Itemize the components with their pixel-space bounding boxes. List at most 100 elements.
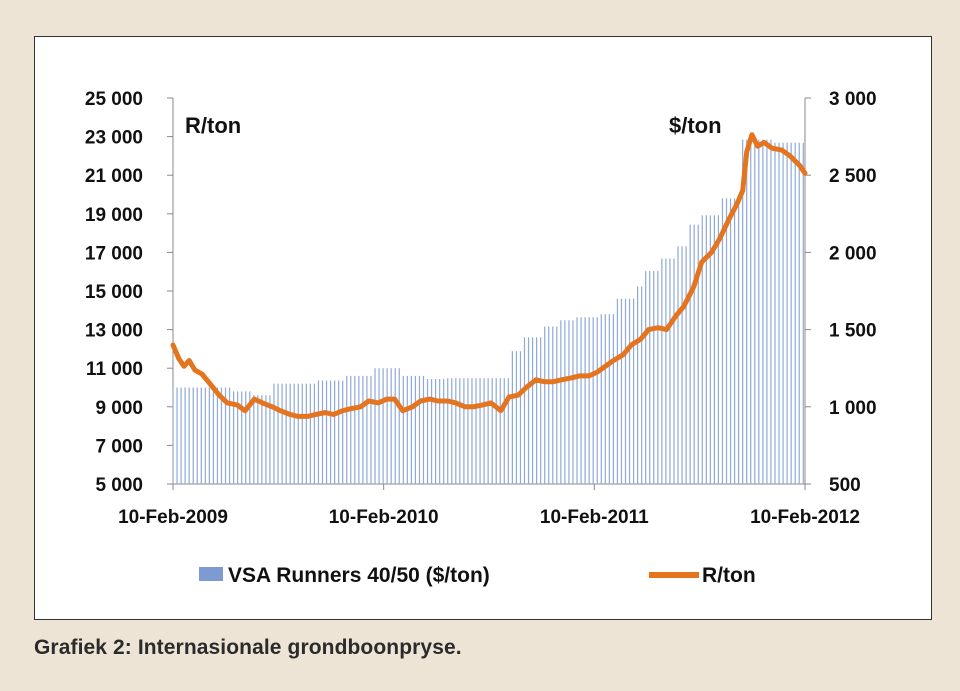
left-tick-label-1: 7 000: [95, 436, 143, 457]
bar-mark-21: [257, 395, 259, 484]
legend: VSA Runners 40/50 ($/ton) R/ton: [199, 564, 756, 587]
bar-mark-137: [725, 198, 728, 485]
bar-mark-152: [786, 142, 788, 484]
bar-mark-16: [237, 391, 239, 484]
bar-mark-130: [697, 224, 699, 485]
legend-line-label: R/ton: [702, 564, 756, 587]
bar-mark-135: [717, 215, 720, 484]
bar-mark-74: [471, 378, 473, 484]
left-tick-label-0: 5 000: [95, 475, 143, 496]
left-tick-label-9: 23 000: [85, 128, 143, 149]
bar-mark-126: [681, 246, 683, 484]
bar-mark-132: [705, 215, 707, 484]
bar-mark-143: [750, 139, 752, 484]
bar-mark-37: [321, 380, 324, 484]
bar-mark-119: [653, 270, 655, 484]
line-series: [170, 132, 808, 419]
bar-mark-63: [426, 379, 429, 484]
bar-mark-7: [200, 387, 202, 484]
bar-mark-106: [600, 314, 602, 484]
bar-mark-32: [301, 383, 303, 484]
bar-mark-39: [329, 380, 332, 484]
chart-svg: 5 000 7 000 9 000 11 000 13 000 15 000 17 000 1…: [85, 89, 877, 587]
bar-mark-96: [560, 320, 562, 484]
bar-mark-88: [527, 337, 530, 484]
bar-mark-41: [338, 380, 340, 484]
bar-mark-12: [220, 387, 223, 484]
bar-mark-71: [459, 378, 461, 484]
left-tick-label-3: 11 000: [86, 359, 143, 380]
bar-mark-120: [657, 270, 659, 484]
bar-mark-128: [689, 224, 691, 485]
left-tick-label-10: 25 000: [85, 89, 143, 110]
bar-mark-105: [596, 317, 598, 484]
bar-mark-46: [358, 375, 360, 484]
bar-mark-101: [580, 317, 582, 484]
bar-mark-54: [390, 368, 392, 484]
bar-mark-14: [228, 387, 231, 484]
x-tick-label-1: 10-Feb-2010: [329, 507, 439, 528]
bar-mark-30: [293, 383, 295, 484]
bar-mark-26: [277, 383, 279, 484]
x-tick-label-2: 10-Feb-2011: [540, 507, 649, 528]
bar-mark-55: [394, 368, 396, 484]
bar-mark-70: [455, 378, 457, 484]
bar-mark-29: [289, 383, 291, 484]
bar-mark-144: [754, 139, 756, 484]
bar-mark-61: [418, 375, 421, 484]
left-tick-label-2: 9 000: [95, 398, 143, 419]
bar-mark-34: [309, 383, 311, 484]
bar-mark-127: [685, 246, 687, 484]
left-tick-label-8: 21 000: [85, 166, 143, 187]
bar-mark-52: [382, 368, 384, 484]
bar-mark-93: [548, 326, 550, 484]
bar-mark-59: [410, 375, 412, 484]
bar-mark-8: [204, 387, 206, 484]
bar-mark-154: [794, 142, 796, 484]
bar-mark-77: [483, 378, 485, 484]
bar-mark-145: [758, 139, 760, 484]
bar-mark-69: [451, 378, 453, 484]
bar-mark-42: [342, 380, 344, 484]
bar-mark-80: [495, 378, 497, 484]
right-tick-label-2: 1 500: [829, 321, 877, 342]
bar-mark-3: [184, 387, 186, 484]
bar-mark-24: [269, 395, 271, 484]
bar-mark-121: [661, 258, 663, 484]
bar-mark-65: [435, 379, 437, 484]
bar-mark-73: [467, 378, 469, 484]
bar-mark-62: [422, 375, 425, 484]
bar-mark-115: [637, 286, 639, 484]
bar-mark-150: [778, 142, 780, 484]
bar-mark-125: [677, 246, 679, 484]
bar-mark-129: [693, 224, 695, 485]
bar-mark-2: [180, 387, 182, 484]
bar-mark-79: [491, 378, 493, 484]
legend-bar-swatch: [199, 567, 223, 581]
bar-mark-18: [245, 391, 247, 484]
bar-mark-95: [556, 326, 558, 484]
bar-mark-104: [592, 317, 594, 484]
tick-labels: 5 000 7 000 9 000 11 000 13 000 15 000 17 000 1…: [85, 89, 877, 528]
bar-mark-151: [782, 142, 784, 484]
bar-mark-134: [713, 215, 715, 484]
bar-mark-83: [507, 378, 509, 484]
bar-mark-72: [463, 378, 465, 484]
bar-mark-75: [475, 378, 477, 484]
bar-mark-27: [281, 383, 283, 484]
left-tick-label-6: 17 000: [85, 243, 143, 264]
bar-mark-140: [738, 198, 740, 485]
bar-mark-19: [249, 391, 251, 484]
bar-mark-64: [430, 379, 433, 484]
bar-mark-22: [261, 395, 263, 484]
bar-mark-139: [733, 198, 736, 485]
bar-mark-102: [584, 317, 586, 484]
bar-mark-85: [515, 351, 518, 484]
bar-mark-122: [665, 258, 667, 484]
bar-mark-123: [669, 258, 671, 484]
bar-mark-155: [798, 142, 800, 484]
right-tick-label-5: 3 000: [829, 89, 877, 110]
bar-mark-138: [729, 198, 732, 485]
bar-mark-6: [196, 387, 198, 484]
bar-mark-84: [511, 351, 513, 484]
